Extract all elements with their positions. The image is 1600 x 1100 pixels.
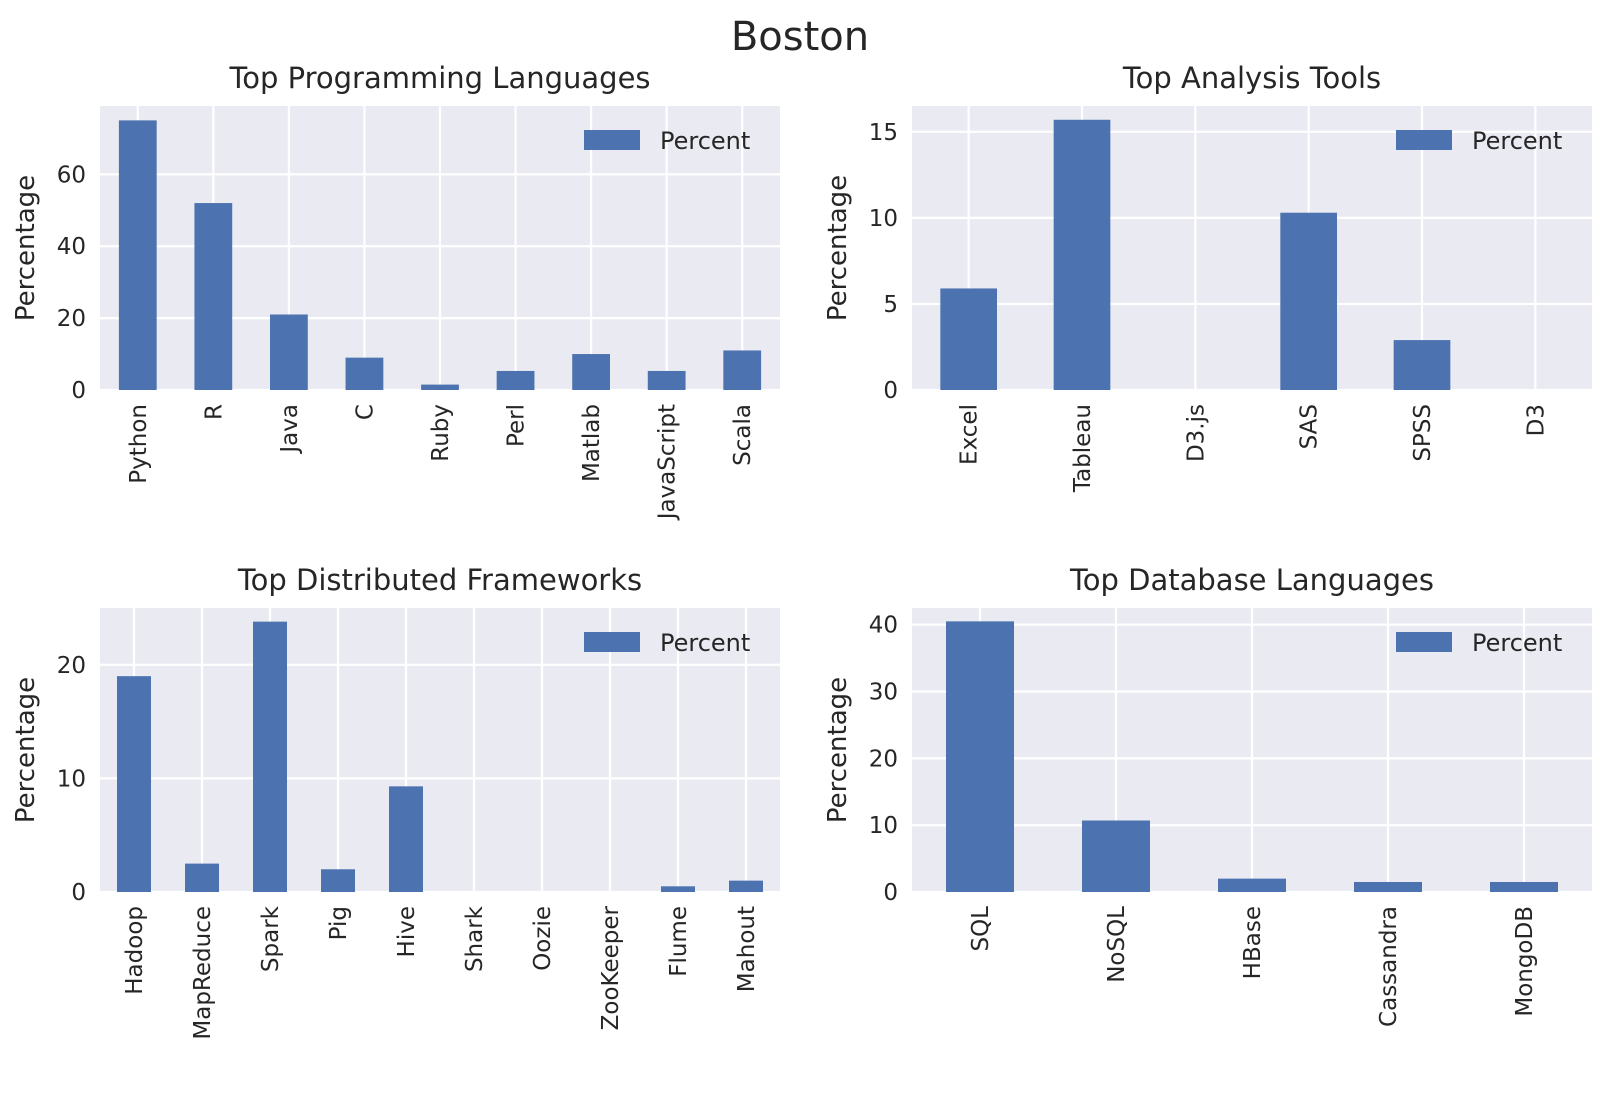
bar-java [270,314,308,390]
x-tick-label: Scala [730,404,756,466]
bar-cassandra [1354,881,1422,892]
x-tick-label: JavaScript [655,404,681,521]
x-tick-label: Excel [957,404,983,465]
x-tick-label: Perl [504,404,530,447]
bar-hadoop [117,676,151,892]
bar-spark [253,621,287,892]
bar-c [345,357,384,390]
bar-pig [321,869,355,892]
subplot-title: Top Database Languages [1069,563,1434,597]
bar-mapreduce [185,863,219,892]
legend-swatch [584,632,640,652]
y-tick-label: 20 [57,653,86,679]
y-tick-label: 0 [71,880,86,906]
bar-flume [661,886,695,892]
legend-label: Percent [660,629,750,657]
bar-spss [1393,340,1451,390]
subplot-title: Top Analysis Tools [1122,61,1381,95]
x-tick-label: Spark [258,905,284,972]
x-tick-label: MongoDB [1512,906,1538,1017]
bar-perl [496,370,535,390]
bar-r [194,203,233,390]
x-tick-label: Oozie [530,906,556,971]
y-tick-label: 0 [883,880,898,906]
x-tick-label: D3 [1523,404,1549,436]
x-tick-label: Mahout [734,906,760,992]
x-tick-label: MapReduce [190,906,216,1040]
x-tick-label: Matlab [579,404,605,482]
x-tick-label: Tableau [1070,404,1096,493]
bar-sql [946,621,1014,892]
x-tick-label: C [352,404,378,420]
bar-python [118,120,157,390]
legend-label: Percent [1472,629,1562,657]
bar-nosql [1082,820,1150,892]
legend-swatch [1396,130,1452,150]
x-tick-label: Python [126,404,152,484]
x-tick-label: Hive [394,906,420,957]
y-tick-label: 30 [869,680,898,706]
y-tick-label: 40 [869,613,898,639]
x-tick-label: NoSQL [1104,906,1130,983]
legend-swatch [1396,632,1452,652]
x-tick-label: ZooKeeper [598,905,624,1030]
x-tick-label: Cassandra [1376,906,1402,1027]
y-axis-label: Percentage [823,175,853,321]
bar-sas [1280,212,1337,390]
y-axis-label: Percentage [11,175,41,321]
y-tick-label: 20 [869,746,898,772]
bar-scala [723,350,762,390]
x-tick-label: Flume [666,906,692,977]
bar-mongodb [1490,881,1558,892]
bar-hbase [1218,878,1286,892]
y-tick-label: 5 [883,292,898,318]
x-tick-label: SPSS [1410,404,1436,462]
y-tick-label: 0 [71,378,86,404]
y-axis-label: Percentage [11,677,41,823]
bar-ruby [421,384,459,390]
y-tick-label: 20 [57,306,86,332]
x-tick-label: R [201,404,227,420]
y-tick-label: 60 [57,162,86,188]
figure-title: Boston [730,14,870,60]
legend-swatch [584,130,640,150]
x-tick-label: Ruby [428,404,454,462]
bar-excel [940,288,997,390]
x-tick-label: Hadoop [122,906,148,995]
subplot-1: 0 20 40 60 Python R Java C Ruby Perl Matlab JavaScr… [11,61,780,521]
subplot-title: Top Programming Languages [228,61,650,95]
legend-label: Percent [660,127,750,155]
bar-javascript [647,370,686,390]
bar-mahout [729,880,763,892]
subplot-3: 0 10 20 Hadoop MapReduce Spark Pig Hive Shark Ooz… [11,563,780,1040]
subplot-4: 0 10 20 30 40 SQL NoSQL HBase Cassandra MongoDB To… [823,563,1592,1027]
y-tick-label: 40 [57,234,86,260]
plot-area [912,106,1592,390]
bar-tableau [1053,119,1111,390]
y-tick-label: 10 [57,766,86,792]
x-tick-label: SQL [968,906,994,952]
subplot-title: Top Distributed Frameworks [237,563,642,597]
y-tick-label: 10 [869,206,898,232]
plot-area [100,608,780,892]
x-tick-label: SAS [1297,404,1323,449]
y-axis-label: Percentage [823,677,853,823]
y-tick-label: 0 [883,378,898,404]
legend-label: Percent [1472,127,1562,155]
y-tick-label: 10 [869,813,898,839]
bar-matlab [572,354,610,390]
x-tick-label: HBase [1240,906,1266,979]
x-tick-label: Shark [462,905,488,972]
subplot-2: 0 5 10 15 Excel Tableau D3.js SAS SPSS D3 Top Anal… [823,61,1592,493]
y-tick-label: 15 [869,120,898,146]
bar-hive [389,786,423,892]
x-tick-label: Java [277,404,303,455]
x-tick-label: Pig [326,906,352,940]
x-tick-label: D3.js [1183,404,1209,462]
